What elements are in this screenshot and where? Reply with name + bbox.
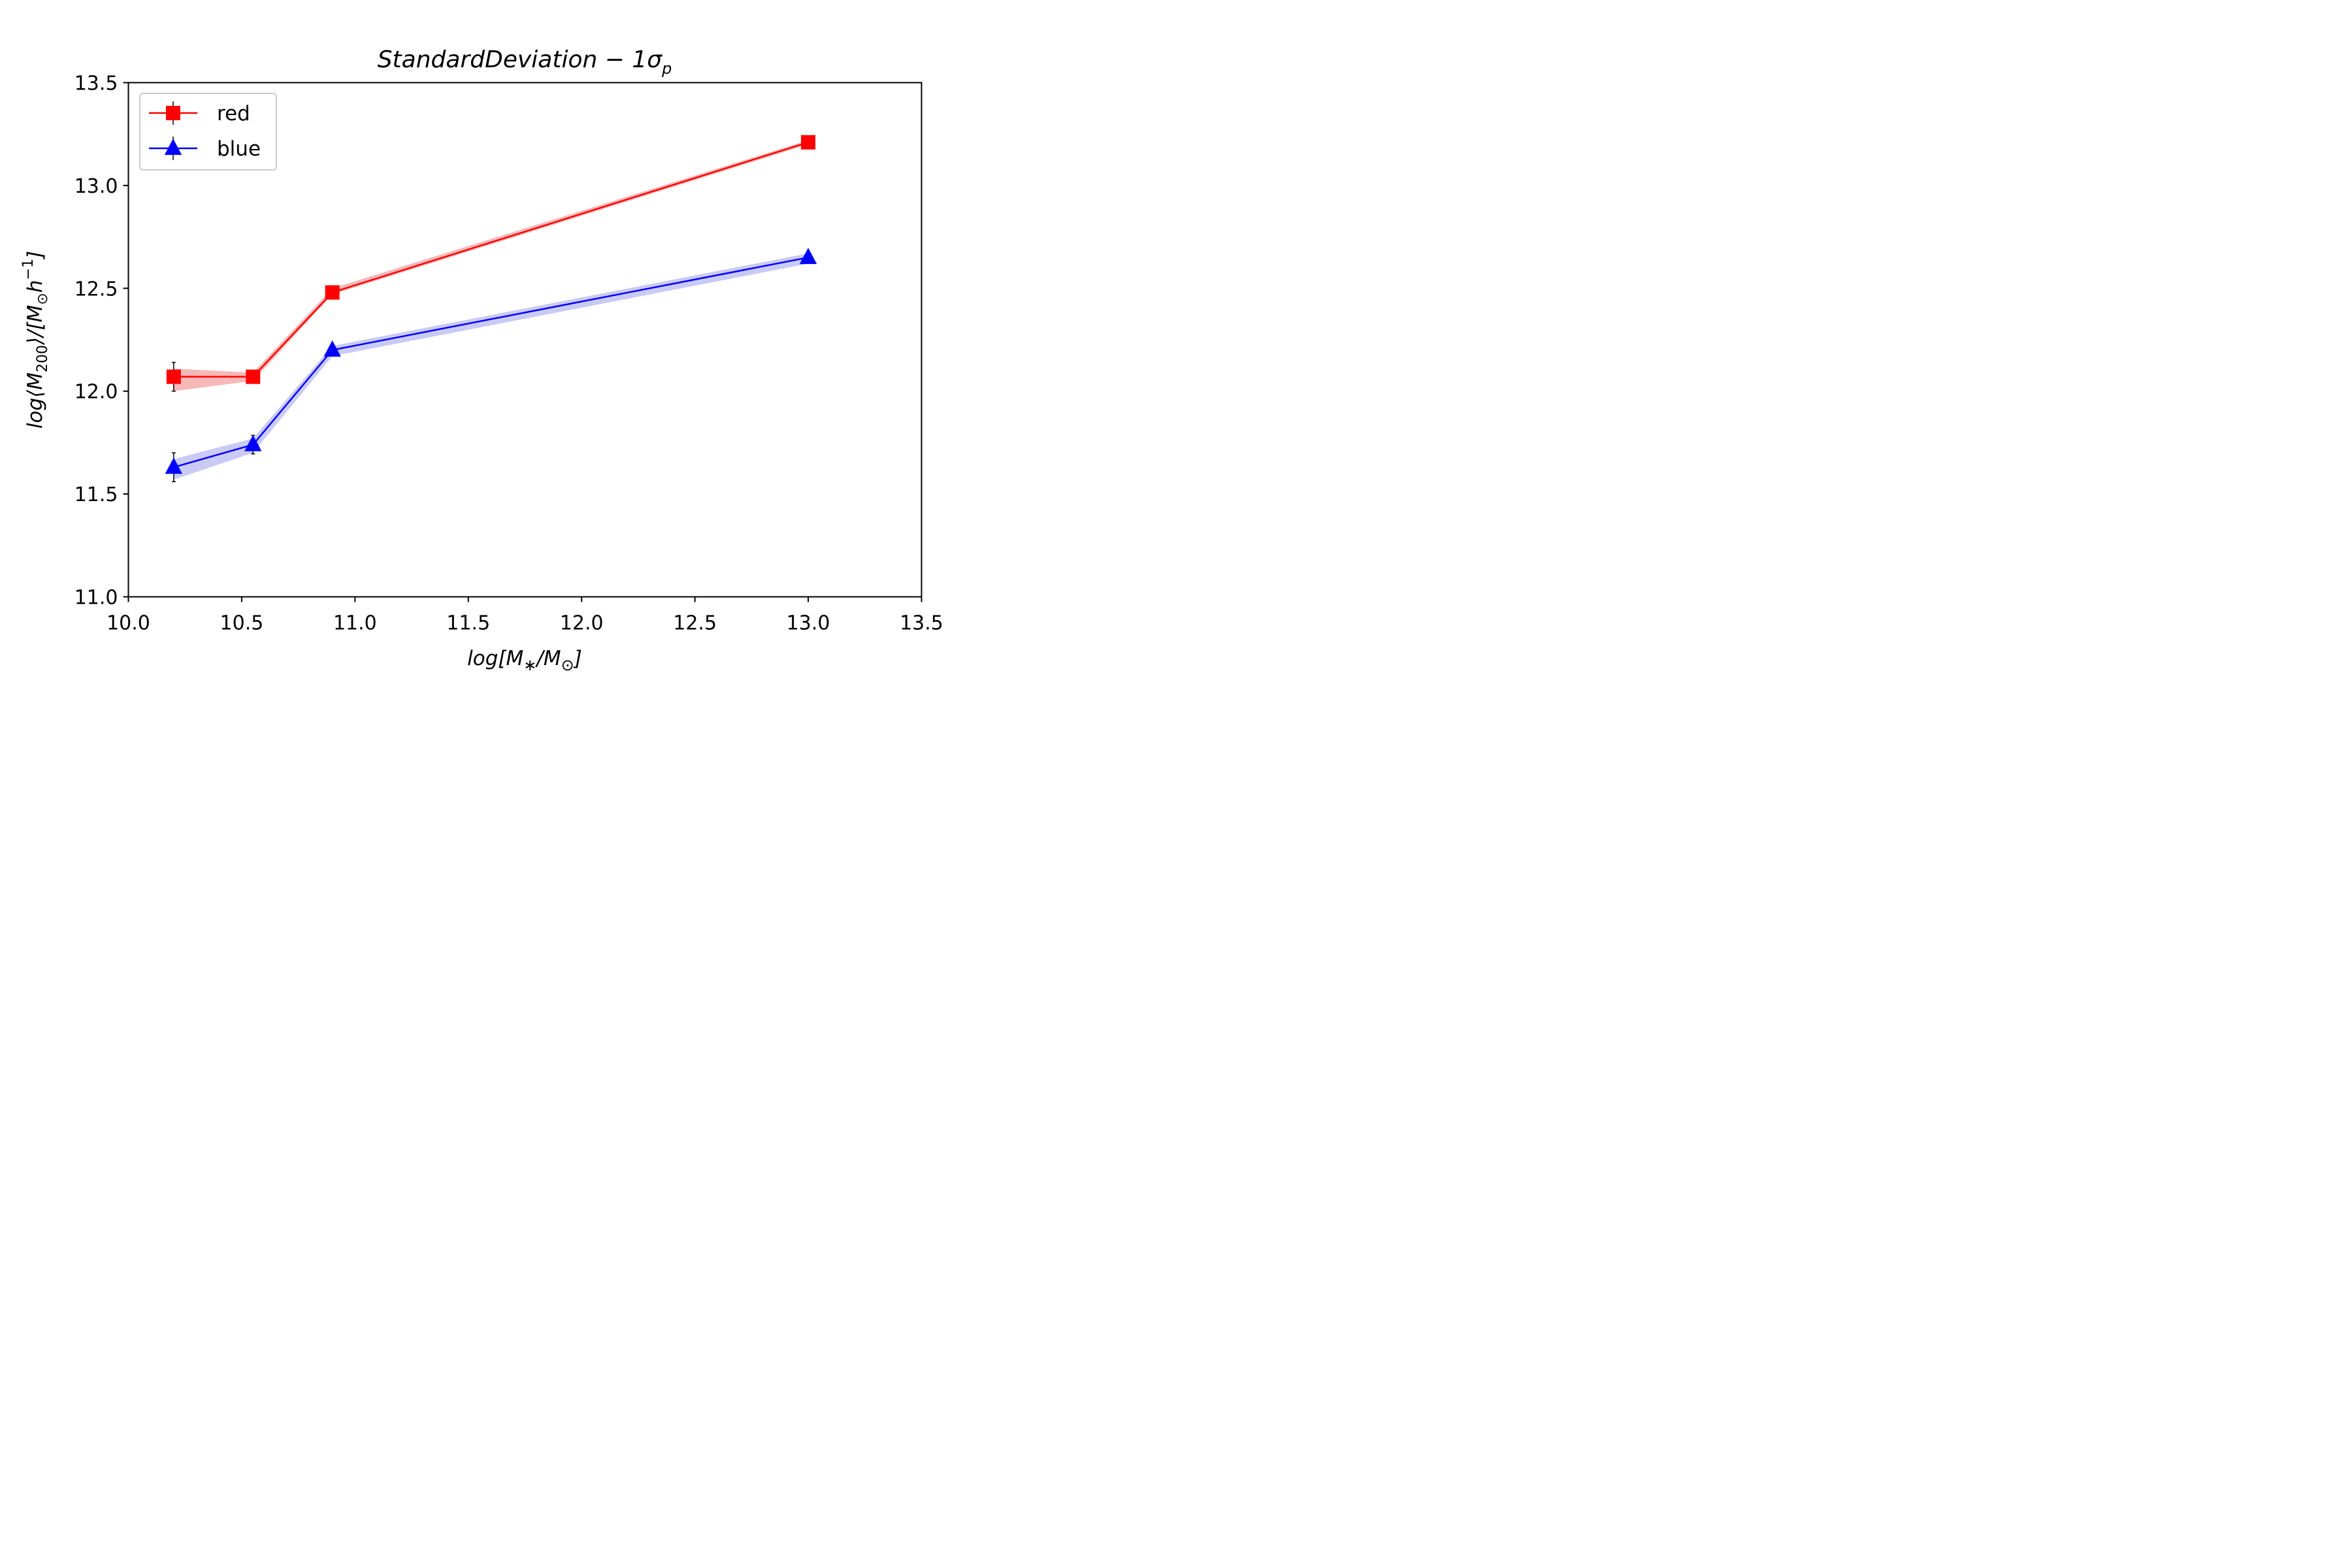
x-tick-label: 13.5: [900, 612, 943, 635]
x-label-sub2: ⊙: [561, 656, 574, 674]
marker-blue: [165, 457, 183, 474]
marker-blue: [323, 340, 341, 357]
y-tick-label: 12.0: [74, 381, 118, 404]
x-axis-ticks: 10.0 10.5 11.0 11.5 12.0 12.5 13.0 13.5: [106, 596, 943, 635]
marker-red: [246, 369, 261, 384]
y-tick-label: 11.5: [74, 483, 118, 506]
y-tick-label: 13.0: [74, 175, 118, 198]
x-tick-label: 12.5: [673, 612, 717, 635]
y-label-post: ]: [24, 251, 47, 260]
y-tick-label: 12.5: [74, 278, 118, 301]
chart-title-main: StandardDeviation − 1σ: [378, 46, 663, 73]
x-tick-label: 11.5: [446, 612, 490, 635]
legend: red blue: [139, 93, 277, 171]
marker-red: [325, 285, 340, 300]
x-axis-label: log[M∗/M⊙]: [467, 647, 582, 674]
y-tick-label: 11.0: [74, 587, 118, 610]
marker-blue: [244, 434, 262, 451]
x-tick-label: 13.0: [787, 612, 830, 635]
chart: StandardDeviation − 1σp 10.0 10.5 11.0 11.5…: [20, 46, 943, 674]
chart-title: StandardDeviation − 1σp: [378, 46, 672, 78]
band-blue: [173, 253, 809, 480]
y-label-mid: ⟩/[M: [24, 305, 47, 346]
plot-frame: [127, 82, 923, 598]
error-bands: [173, 140, 809, 480]
line-red: [173, 141, 809, 378]
y-tick-label: 13.5: [74, 73, 118, 95]
legend-items: red blue: [149, 101, 261, 161]
y-label-sup: −1: [20, 259, 37, 280]
y-axis-label: log⟨M200⟩/[M⊙h−1]: [20, 251, 51, 429]
x-tick-label: 10.0: [106, 612, 150, 635]
y-label-mid2: h: [24, 280, 47, 293]
marker-blue: [799, 248, 817, 265]
x-tick-label: 12.0: [560, 612, 604, 635]
series-lines: [173, 141, 809, 468]
x-label-pre: log[M: [467, 647, 523, 670]
y-label-sub2: ⊙: [35, 293, 51, 304]
x-label-sub1: ∗: [523, 656, 536, 674]
marker-red: [166, 369, 181, 384]
x-label-post: ]: [573, 647, 582, 670]
chart-title-subscript: p: [661, 59, 672, 78]
marker-red: [801, 135, 816, 150]
y-label-sub1: 200: [35, 345, 51, 372]
line-blue: [173, 256, 809, 468]
y-axis-ticks: 11.0 11.5 12.0 12.5 13.0 13.5: [74, 73, 129, 610]
legend-label-red: red: [217, 102, 250, 125]
y-label-pre: log⟨M: [24, 372, 47, 429]
x-label-mid: /M: [534, 647, 561, 670]
x-tick-label: 10.5: [220, 612, 264, 635]
x-tick-label: 11.0: [333, 612, 377, 635]
legend-label-blue: blue: [217, 137, 261, 161]
legend-marker-red: [166, 106, 180, 120]
band-red: [173, 140, 809, 391]
series-markers: [165, 135, 817, 474]
legend-marker-blue: [164, 139, 182, 155]
